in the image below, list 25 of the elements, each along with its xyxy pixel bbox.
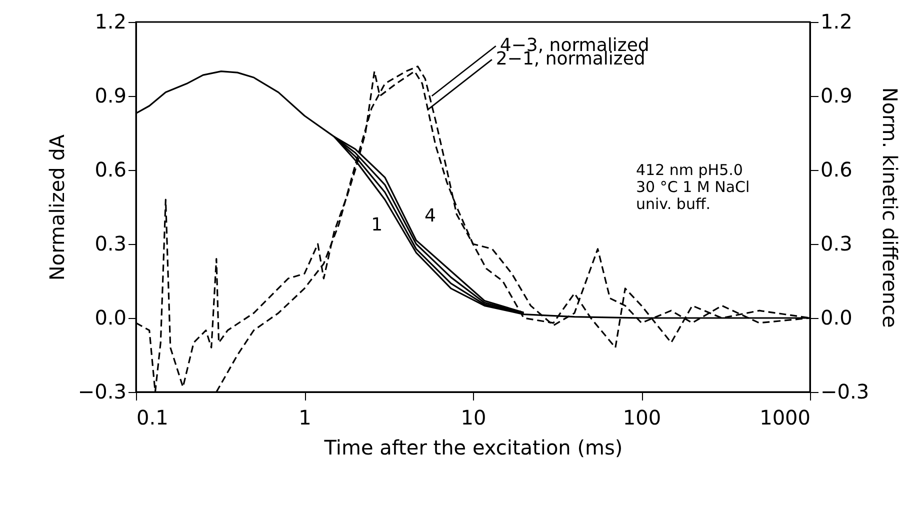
y-tick-label: 0.9	[94, 84, 126, 108]
y-axis-title: Normalized dA	[44, 134, 69, 281]
y2-tick-label: 0.9	[820, 84, 852, 108]
x-tick-label: 10	[460, 406, 486, 430]
series-label: 4	[424, 205, 436, 226]
annotation: univ. buff.	[636, 195, 711, 213]
x-axis-title: Time after the excitation (ms)	[323, 436, 623, 460]
y-tick-label: −0.3	[78, 380, 126, 404]
y-tick-label: 1.2	[94, 10, 126, 34]
y2-tick-label: 1.2	[820, 10, 852, 34]
y2-tick-label: 0.6	[820, 158, 852, 182]
annotation: 30 °C 1 M NaCl	[636, 178, 750, 196]
y2-axis-title: Norm. kinetic difference	[878, 87, 902, 328]
y-tick-label: 0.3	[94, 232, 126, 256]
x-tick-label: 0.1	[136, 406, 168, 430]
x-tick-label: 100	[622, 406, 662, 430]
y-tick-label: 0.0	[94, 306, 126, 330]
y-tick-label: 0.6	[94, 158, 126, 182]
y2-tick-label: −0.3	[820, 380, 870, 404]
series-label: 1	[371, 214, 383, 236]
x-tick-label: 1000	[760, 406, 810, 430]
y2-tick-label: 0.0	[820, 306, 852, 330]
x-tick-label: 1	[298, 406, 312, 430]
annotation: 412 nm pH5.0	[636, 161, 743, 179]
y2-tick-label: 0.3	[820, 232, 852, 256]
